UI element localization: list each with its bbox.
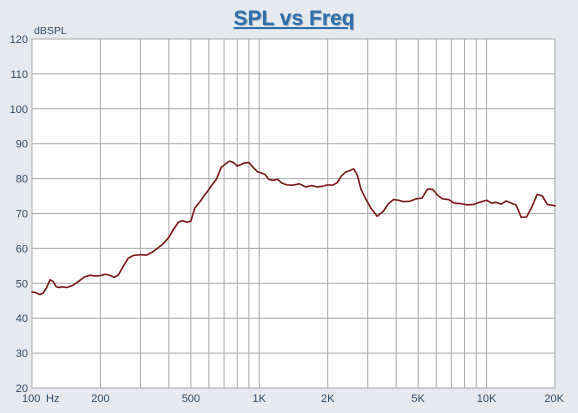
axis-labels: 20 30 40 50 60 70 80 90 100 110 120 100 200 500 1K 2K 5K…	[10, 34, 565, 405]
spl-curve	[31, 160, 556, 296]
x-tick-label: 200	[91, 393, 109, 405]
y-tick-label: 50	[16, 278, 28, 290]
y-tick-label: 60	[16, 243, 28, 255]
x-tick-label: 20K	[544, 393, 564, 405]
y-axis-label: dBSPL	[34, 25, 67, 37]
y-tick-label: 20	[16, 383, 28, 395]
curve-layer	[31, 160, 556, 296]
y-tick-label: 120	[10, 34, 28, 46]
y-tick-label: 100	[10, 104, 28, 116]
y-tick-label: 70	[16, 209, 28, 221]
x-tick-label: 2K	[321, 393, 335, 405]
x-tick-label: 100	[22, 393, 40, 405]
x-tick-label: 5K	[411, 393, 425, 405]
x-tick-label: 10K	[477, 393, 497, 405]
y-tick-label: 110	[10, 69, 28, 81]
y-tick-label: 40	[16, 313, 28, 325]
x-tick-label: 1K	[253, 393, 267, 405]
x-axis-unit-label: Hz	[46, 393, 59, 405]
y-tick-label: 80	[16, 174, 28, 186]
chart-title-shadow: SPL vs Freq	[235, 8, 356, 31]
y-tick-label: 90	[16, 139, 28, 151]
chart-title: SPL vs Freq	[234, 7, 355, 30]
y-tick-label: 30	[16, 348, 28, 360]
x-tick-label: 500	[182, 393, 200, 405]
grid-lines	[31, 38, 556, 389]
